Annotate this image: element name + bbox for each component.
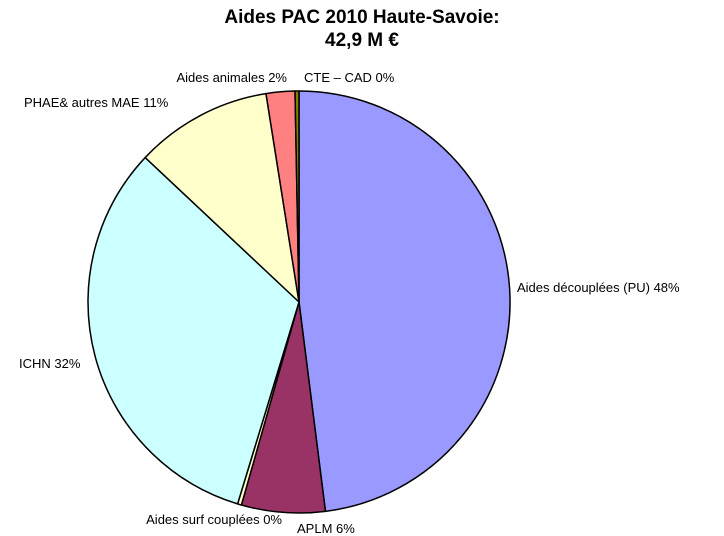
chart-title-block: Aides PAC 2010 Haute-Savoie: 42,9 M € xyxy=(0,6,724,52)
chart-subtitle: 42,9 M € xyxy=(325,30,399,51)
chart-title: Aides PAC 2010 Haute-Savoie: xyxy=(224,7,500,28)
pie-slice xyxy=(294,90,300,303)
pie-slice xyxy=(298,90,511,513)
pie-slice xyxy=(144,92,300,303)
pie-slice xyxy=(87,156,300,505)
slice-label: PHAE& autres MAE 11% xyxy=(24,95,169,110)
slice-label: Aides surf couplées 0% xyxy=(146,512,282,527)
slice-label: APLM 6% xyxy=(297,521,355,536)
slice-label: Aides découplées (PU) 48% xyxy=(517,280,680,295)
slice-label: CTE – CAD 0% xyxy=(304,70,395,85)
slice-label: Aides animales 2% xyxy=(176,70,287,85)
slice-label: ICHN 32% xyxy=(19,356,81,371)
